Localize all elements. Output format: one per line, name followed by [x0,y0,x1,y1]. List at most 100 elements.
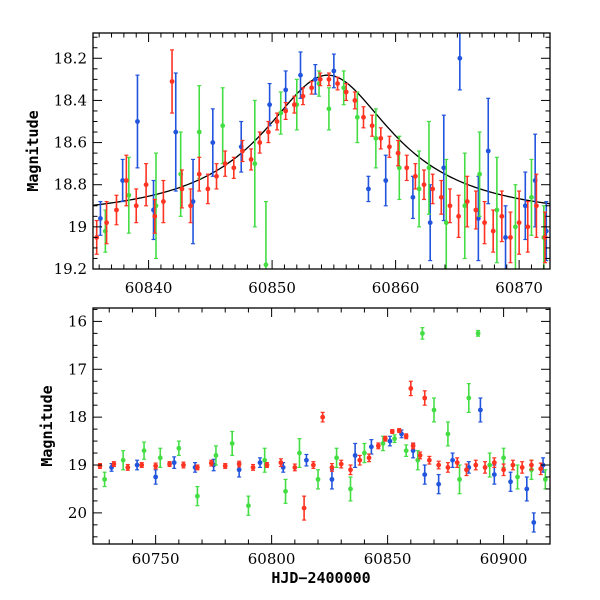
bottom-data-point [153,469,159,485]
top-data-point [190,158,196,245]
bottom-data-point [310,461,316,469]
bottom-data-point [362,442,367,464]
top-data-point [383,154,389,207]
bottom-data-point [422,390,428,406]
bottom-data-point [542,469,548,490]
bottom-data-point [278,458,284,468]
top-data-point [464,175,470,228]
top-data-point [133,188,139,224]
bottom-data-point [111,461,117,468]
bottom-data-point [410,442,416,450]
bottom-data-point [420,327,425,340]
top-data-point [291,95,297,114]
top-data-point [283,101,289,120]
top-data-point [369,114,375,137]
top-data-point [294,78,300,131]
bottom-panel: 60750 60800 60850 60900 16 17 18 19 20 Magnitude… [38,307,551,587]
top-data-point [427,184,433,262]
bottom-data-point [301,495,307,521]
bottom-data-point [375,442,381,450]
bottom-data-point [403,433,409,440]
top-data-point [396,135,402,201]
bottom-data-point [426,455,432,465]
top-data-point [366,175,371,203]
bottom-y-tick-label: 16 [68,312,87,330]
top-data-point [248,148,254,171]
top-data-point [114,194,119,226]
bottom-plot-area [97,327,548,533]
bottom-data-point [454,457,460,469]
bottom-data-point [348,476,353,502]
top-data-point [326,87,332,131]
top-data-point [300,87,306,106]
top-data-point [252,99,258,228]
top-data-point [542,211,548,264]
bottom-data-point [257,457,263,469]
bottom-data-point [292,463,298,472]
bottom-y-tick-label: 19 [68,456,87,474]
bottom-data-point [538,462,544,476]
top-x-tick-label: 60850 [248,279,296,297]
top-data-point [196,156,202,192]
top-data-point [335,76,340,91]
top-data-point [447,188,453,224]
top-data-point [123,154,129,207]
top-plot-area [93,33,550,269]
top-data-point [188,188,193,224]
bottom-data-point [510,459,516,471]
top-data-point [278,91,284,135]
top-data-point [416,150,422,228]
bottom-data-point [436,460,442,470]
bottom-data-point [315,469,321,490]
top-data-point [513,184,518,269]
bottom-data-point [478,397,483,423]
bottom-data-point [236,460,242,468]
top-data-point [441,114,447,222]
bottom-data-point [338,459,344,469]
bottom-data-point [445,462,451,473]
bottom-data-point [464,463,469,477]
bottom-data-point [473,459,479,471]
bottom-data-point [208,459,214,467]
bottom-data-point [181,461,186,469]
top-x-tick-label: 60870 [495,279,543,297]
bottom-data-point [475,329,481,337]
top-data-point [222,150,228,177]
top-data-point [499,190,505,243]
top-axis-ticks: 60840 60850 60860 60870 18.2 18.4 18.6 18.8 19 19… [54,33,550,297]
bottom-data-point [403,444,409,457]
top-data-point [426,120,432,215]
bottom-data-point [297,438,302,469]
top-y-tick-label: 18.6 [54,134,87,152]
bottom-data-point [97,462,103,469]
top-data-point [503,205,508,269]
top-y-tick-label: 18.8 [54,176,87,194]
bottom-data-point [250,463,256,471]
bottom-data-point [392,434,397,444]
top-y-tick-label: 18.4 [54,91,87,109]
bottom-data-point [491,457,497,469]
top-data-point [257,131,263,154]
bottom-data-point [417,451,423,460]
top-data-point [135,74,140,169]
top-data-point [525,200,531,253]
top-data-point [456,194,461,238]
bottom-data-point [529,459,534,471]
top-data-point [98,200,103,236]
bottom-data-point [194,485,200,507]
top-data-point [482,200,487,245]
top-data-point [104,200,109,245]
bottom-axis-ticks: 60750 60800 60850 60900 16 17 18 19 20 [68,308,551,568]
top-x-tick-label: 60860 [372,279,420,297]
bottom-data-point [519,461,525,474]
bottom-data-point [262,447,268,473]
top-data-point [312,64,318,95]
top-data-point [161,179,166,224]
top-data-point [214,163,219,190]
bottom-data-point [524,476,530,502]
bottom-data-point [482,461,488,474]
top-x-tick-label: 60840 [125,279,173,297]
bottom-x-tick-label: 60900 [480,550,528,568]
bottom-data-point [445,421,451,447]
top-data-point [274,112,280,131]
